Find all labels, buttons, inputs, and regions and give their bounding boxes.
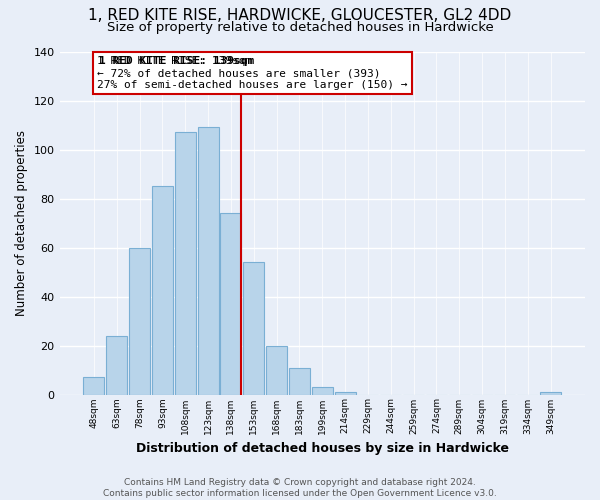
Bar (540, 392, 561, 394)
Bar (152, 186, 173, 394)
Bar (175, 132, 196, 394)
Text: 1 RED KITE RISE: 139sqm: 1 RED KITE RISE: 139sqm (99, 56, 254, 66)
Bar (220, 213, 241, 394)
Bar (83, 378, 104, 394)
Bar (335, 392, 356, 394)
X-axis label: Distribution of detached houses by size in Hardwicke: Distribution of detached houses by size … (136, 442, 509, 455)
Y-axis label: Number of detached properties: Number of detached properties (15, 130, 28, 316)
Bar (129, 248, 150, 394)
Bar (243, 262, 264, 394)
Bar (106, 336, 127, 394)
Text: 1 RED KITE RISE: 139sqm
← 72% of detached houses are smaller (393)
27% of semi-d: 1 RED KITE RISE: 139sqm ← 72% of detache… (97, 56, 408, 90)
Bar (266, 346, 287, 395)
Bar (197, 128, 218, 394)
Text: Size of property relative to detached houses in Hardwicke: Size of property relative to detached ho… (107, 21, 493, 34)
Bar (312, 387, 333, 394)
Text: Contains HM Land Registry data © Crown copyright and database right 2024.
Contai: Contains HM Land Registry data © Crown c… (103, 478, 497, 498)
Bar (289, 368, 310, 394)
Text: 1, RED KITE RISE, HARDWICKE, GLOUCESTER, GL2 4DD: 1, RED KITE RISE, HARDWICKE, GLOUCESTER,… (88, 8, 512, 22)
